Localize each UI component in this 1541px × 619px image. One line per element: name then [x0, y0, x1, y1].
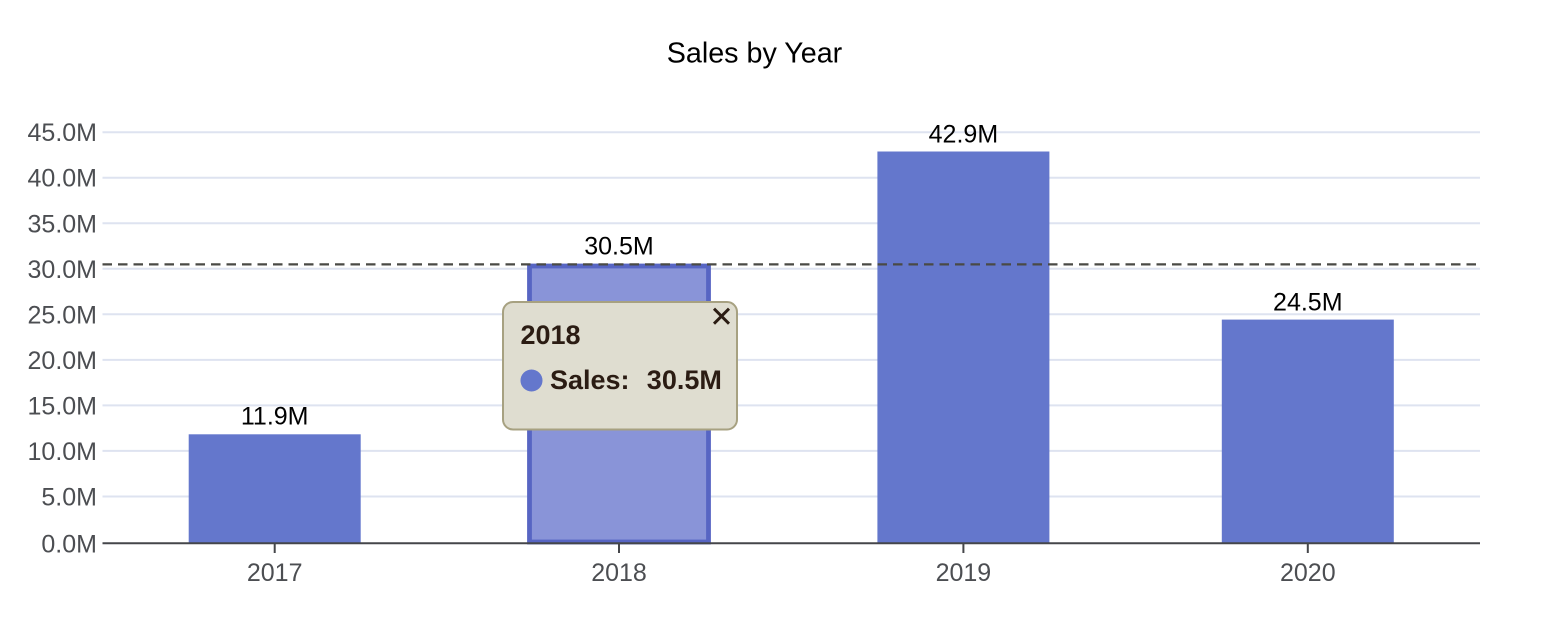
svg-text:45.0M: 45.0M	[28, 119, 97, 147]
svg-text:30.0M: 30.0M	[28, 256, 97, 284]
svg-text:2018: 2018	[521, 320, 581, 350]
svg-text:15.0M: 15.0M	[28, 392, 97, 420]
svg-text:2018: 2018	[591, 559, 647, 587]
svg-text:11.9M: 11.9M	[241, 403, 309, 431]
svg-text:35.0M: 35.0M	[28, 210, 97, 238]
svg-text:2019: 2019	[936, 559, 992, 587]
svg-text:24.5M: 24.5M	[1273, 289, 1342, 317]
svg-text:42.9M: 42.9M	[929, 121, 998, 149]
svg-text:0.0M: 0.0M	[41, 530, 97, 558]
svg-text:10.0M: 10.0M	[28, 438, 97, 466]
svg-text:Sales by Year: Sales by Year	[667, 37, 843, 69]
svg-text:2020: 2020	[1280, 559, 1336, 587]
svg-text:5.0M: 5.0M	[41, 484, 97, 512]
svg-text:40.0M: 40.0M	[28, 165, 97, 193]
svg-text:25.0M: 25.0M	[28, 301, 97, 329]
svg-text:20.0M: 20.0M	[28, 347, 97, 375]
svg-text:Sales:: Sales:	[550, 365, 630, 395]
svg-text:2017: 2017	[247, 559, 303, 587]
svg-text:30.5M: 30.5M	[584, 233, 653, 261]
svg-text:30.5M: 30.5M	[647, 365, 722, 395]
